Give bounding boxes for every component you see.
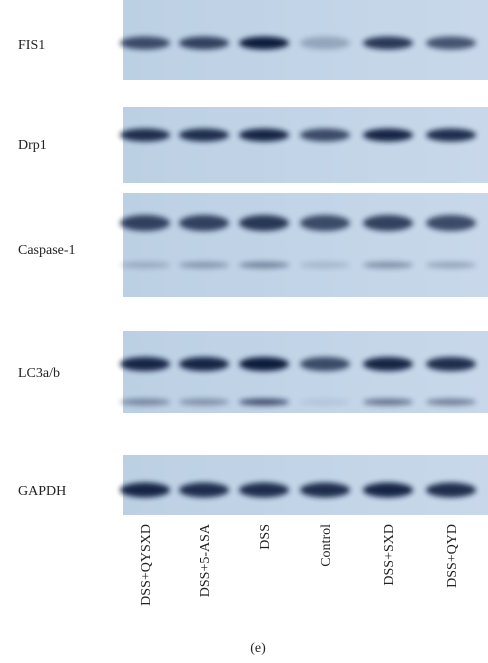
band	[300, 215, 350, 231]
band	[363, 215, 413, 231]
caption: (e)	[250, 641, 266, 656]
band	[120, 129, 170, 142]
lane-label: DSS+5-ASA	[198, 523, 213, 597]
band	[300, 483, 350, 498]
lane-label: DSS+QYSXD	[139, 524, 154, 606]
band	[239, 215, 289, 231]
blot-label: Caspase-1	[18, 243, 76, 258]
band	[179, 262, 229, 269]
band	[300, 399, 350, 406]
band	[300, 129, 350, 142]
band	[426, 357, 476, 371]
band	[179, 399, 229, 406]
blot-label: FIS1	[18, 38, 45, 53]
band	[363, 37, 413, 50]
band	[120, 357, 170, 371]
blot-background	[123, 107, 488, 183]
blot-background	[123, 193, 488, 297]
blot-label: LC3a/b	[18, 366, 60, 381]
band	[120, 37, 170, 50]
band	[300, 37, 350, 50]
band	[426, 483, 476, 498]
band	[179, 483, 229, 498]
band	[426, 215, 476, 231]
lane-label: DSS+QYD	[445, 524, 460, 588]
lane-label: DSS	[258, 524, 273, 550]
band	[239, 483, 289, 498]
band	[239, 129, 289, 142]
blot-labels: FIS1 Drp1 Caspase-1 LC3a/b GAPDH	[18, 38, 76, 499]
figure: FIS1Drp1Caspase-1LC3a/bGAPDH DSS+QYSXDDS…	[0, 0, 488, 663]
band	[300, 262, 350, 269]
band	[120, 399, 170, 406]
band	[239, 262, 289, 269]
band	[120, 262, 170, 269]
band	[426, 129, 476, 142]
lane-labels: DSS+QYSXD DSS+5-ASA DSS Control DSS+SXD DSS+Q…	[139, 523, 460, 606]
band	[239, 37, 289, 50]
band	[300, 357, 350, 371]
band	[363, 357, 413, 371]
lane-label: Control	[319, 524, 334, 567]
blot-label: GAPDH	[18, 484, 66, 499]
band	[179, 37, 229, 50]
band	[239, 399, 289, 406]
band	[363, 129, 413, 142]
band	[426, 262, 476, 269]
band	[363, 483, 413, 498]
band	[179, 357, 229, 371]
blot-panels	[120, 0, 488, 515]
band	[363, 262, 413, 269]
band	[426, 399, 476, 406]
lane-label: DSS+SXD	[382, 524, 397, 586]
band	[239, 357, 289, 371]
band	[179, 215, 229, 231]
blot-label: Drp1	[18, 138, 47, 153]
band	[363, 399, 413, 406]
band	[179, 129, 229, 142]
band	[120, 215, 170, 231]
band	[120, 483, 170, 498]
band	[426, 37, 476, 50]
